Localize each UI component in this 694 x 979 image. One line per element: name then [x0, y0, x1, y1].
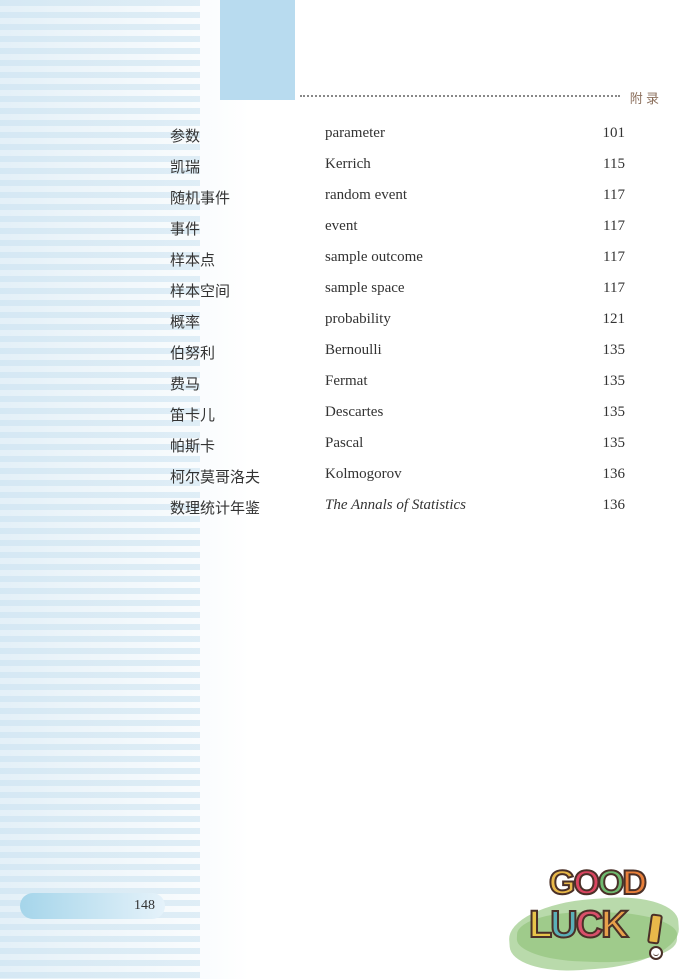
term-english: Descartes — [325, 404, 555, 425]
page-ref: 135 — [555, 404, 625, 425]
index-table: 参数parameter101凯瑞Kerrich115随机事件random eve… — [170, 120, 630, 523]
term-chinese: 概率 — [170, 311, 325, 332]
term-chinese: 数理统计年鉴 — [170, 497, 325, 518]
dotted-rule — [300, 95, 620, 97]
index-row: 样本空间sample space117 — [170, 275, 630, 306]
page-ref: 136 — [555, 466, 625, 487]
luck-text: LUCK — [529, 904, 627, 947]
term-english: Fermat — [325, 373, 555, 394]
page-ref: 135 — [555, 435, 625, 456]
index-row: 凯瑞Kerrich115 — [170, 151, 630, 182]
term-english: parameter — [325, 125, 555, 146]
page-ref: 117 — [555, 187, 625, 208]
term-chinese: 柯尔莫哥洛夫 — [170, 466, 325, 487]
term-chinese: 笛卡儿 — [170, 404, 325, 425]
index-row: 参数parameter101 — [170, 120, 630, 151]
exclamation-icon — [649, 914, 663, 959]
goodluck-decoration: GOOD LUCK — [509, 864, 679, 974]
term-english: event — [325, 218, 555, 239]
index-row: 数理统计年鉴The Annals of Statistics136 — [170, 492, 630, 523]
index-row: 费马Fermat135 — [170, 368, 630, 399]
page-ref: 117 — [555, 249, 625, 270]
page-ref: 135 — [555, 342, 625, 363]
term-english: Kolmogorov — [325, 466, 555, 487]
page-ref: 117 — [555, 280, 625, 301]
term-chinese: 事件 — [170, 218, 325, 239]
good-text: GOOD — [549, 864, 645, 903]
index-row: 帕斯卡Pascal135 — [170, 430, 630, 461]
term-english: Pascal — [325, 435, 555, 456]
term-english: probability — [325, 311, 555, 332]
index-row: 事件event117 — [170, 213, 630, 244]
page-ref: 135 — [555, 373, 625, 394]
page-ref: 101 — [555, 125, 625, 146]
page-ref: 117 — [555, 218, 625, 239]
term-chinese: 参数 — [170, 125, 325, 146]
index-row: 笛卡儿Descartes135 — [170, 399, 630, 430]
term-chinese: 费马 — [170, 373, 325, 394]
term-english: sample space — [325, 280, 555, 301]
term-chinese: 凯瑞 — [170, 156, 325, 177]
term-chinese: 样本空间 — [170, 280, 325, 301]
index-row: 随机事件random event117 — [170, 182, 630, 213]
term-english: Bernoulli — [325, 342, 555, 363]
term-english: The Annals of Statistics — [325, 497, 555, 518]
term-english: random event — [325, 187, 555, 208]
term-chinese: 伯努利 — [170, 342, 325, 363]
index-row: 柯尔莫哥洛夫Kolmogorov136 — [170, 461, 630, 492]
page-number: 148 — [134, 898, 155, 914]
page-number-tab: 148 — [20, 893, 165, 919]
term-chinese: 随机事件 — [170, 187, 325, 208]
index-row: 伯努利Bernoulli135 — [170, 337, 630, 368]
term-english: sample outcome — [325, 249, 555, 270]
term-chinese: 样本点 — [170, 249, 325, 270]
index-row: 样本点sample outcome117 — [170, 244, 630, 275]
index-row: 概率probability121 — [170, 306, 630, 337]
header-tab — [220, 0, 295, 100]
page-ref: 136 — [555, 497, 625, 518]
page-ref: 115 — [555, 156, 625, 177]
appendix-label: 附 录 — [630, 88, 659, 107]
page-ref: 121 — [555, 311, 625, 332]
term-chinese: 帕斯卡 — [170, 435, 325, 456]
term-english: Kerrich — [325, 156, 555, 177]
